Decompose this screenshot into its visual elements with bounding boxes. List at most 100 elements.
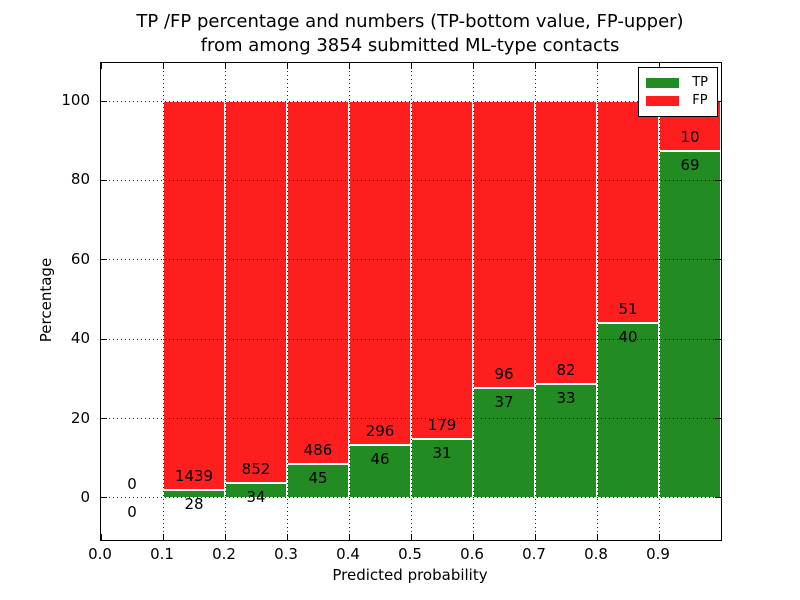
x-tick-mark: [534, 534, 536, 540]
chart-title-line2: from among 3854 submitted ML-type contac…: [200, 35, 620, 56]
x-tick-mark: [100, 534, 102, 540]
chart-title-line1: TP /FP percentage and numbers (TP-bottom…: [136, 11, 684, 32]
y-tick-mark-right: [715, 338, 721, 340]
x-tick-mark: [224, 534, 226, 540]
y-tick-label: 40: [70, 329, 90, 348]
x-tick-label: 0.2: [212, 545, 236, 563]
tp-bar-segment: [659, 151, 721, 498]
tp-count-label: 34: [246, 487, 266, 506]
x-tick-mark-top: [286, 63, 288, 69]
x-gridline: [286, 63, 288, 540]
x-tick-mark: [658, 534, 660, 540]
plot-area: TP FP 0 0 1439 28 852 34 486 45 296 46 179 31 96 37 82…: [100, 62, 722, 541]
x-tick-label: 0.6: [460, 545, 484, 563]
x-tick-mark-top: [348, 63, 350, 69]
fp-count-label: 51: [618, 300, 638, 319]
tp-count-label: 46: [370, 449, 390, 468]
y-tick-label: 20: [70, 408, 90, 427]
x-tick-mark: [162, 534, 164, 540]
legend-item-tp: TP: [646, 75, 708, 91]
x-tick-label: 0.1: [150, 545, 174, 563]
x-tick-mark: [286, 534, 288, 540]
y-tick-label: 100: [61, 91, 90, 110]
x-tick-mark: [596, 534, 598, 540]
y-tick-mark: [101, 100, 107, 102]
x-tick-mark-top: [100, 63, 102, 69]
fp-bar-segment: [473, 101, 535, 388]
tp-count-label: 31: [432, 444, 452, 463]
tp-count-label: 40: [618, 328, 638, 347]
x-tick-mark: [472, 534, 474, 540]
x-gridline: [534, 63, 536, 540]
fp-bar-segment: [287, 101, 349, 465]
x-tick-mark-top: [410, 63, 412, 69]
fp-count-label: 1439: [174, 467, 214, 486]
fp-count-label: 296: [365, 421, 395, 440]
y-tick-label: 60: [70, 249, 90, 268]
fp-bar-segment: [163, 101, 225, 491]
legend: TP FP: [638, 67, 718, 117]
y-tick-mark: [101, 338, 107, 340]
y-tick-label: 80: [70, 170, 90, 189]
fp-bar-segment: [225, 101, 287, 483]
legend-item-fp: FP: [646, 93, 708, 109]
y-tick-mark-right: [715, 100, 721, 102]
tp-count-label: 33: [556, 389, 576, 408]
x-tick-label: 0.3: [274, 545, 298, 563]
x-axis-label: Predicted probability: [332, 566, 488, 584]
tp-count-label: 28: [184, 495, 204, 514]
x-gridline: [348, 63, 350, 540]
tp-count-label: 0: [127, 502, 137, 521]
x-tick-label: 0.7: [522, 545, 546, 563]
y-tick-mark-right: [715, 259, 721, 261]
x-tick-mark-top: [534, 63, 536, 69]
tp-bar-segment: [535, 384, 597, 498]
tp-bar-segment: [597, 323, 659, 498]
x-tick-label: 0.8: [584, 545, 608, 563]
fp-count-label: 852: [241, 459, 271, 478]
y-tick-mark: [101, 259, 107, 261]
x-gridline: [410, 63, 412, 540]
x-tick-mark-top: [162, 63, 164, 69]
tp-legend-swatch: [646, 78, 680, 88]
y-tick-mark: [101, 418, 107, 420]
tp-bar-segment: [473, 387, 535, 498]
tp-count-label: 69: [680, 156, 700, 175]
x-tick-label: 0.5: [398, 545, 422, 563]
y-tick-mark: [101, 179, 107, 181]
x-tick-label: 0.9: [646, 545, 670, 563]
fp-bar-segment: [597, 101, 659, 324]
x-tick-mark: [410, 534, 412, 540]
x-tick-mark-top: [472, 63, 474, 69]
x-tick-label: 0.4: [336, 545, 360, 563]
tp-bar-segment: [411, 439, 473, 498]
fp-count-label: 179: [427, 416, 457, 435]
x-gridline: [224, 63, 226, 540]
fp-bar-segment: [349, 101, 411, 445]
y-tick-mark: [101, 497, 107, 499]
fp-bar-segment: [535, 101, 597, 385]
x-gridline: [162, 63, 164, 540]
legend-label-fp: FP: [692, 93, 708, 108]
fp-count-label: 82: [556, 361, 576, 380]
x-tick-mark-top: [596, 63, 598, 69]
x-tick-mark-top: [658, 63, 660, 69]
x-gridline: [472, 63, 474, 540]
fp-count-label: 486: [303, 441, 333, 460]
tp-count-label: 37: [494, 392, 514, 411]
x-tick-mark: [348, 534, 350, 540]
fp-legend-swatch: [646, 96, 680, 106]
legend-label-tp: TP: [692, 75, 708, 90]
x-gridline: [596, 63, 598, 540]
fp-bar-segment: [411, 101, 473, 440]
tp-count-label: 45: [308, 469, 328, 488]
x-tick-label: 0.0: [88, 545, 112, 563]
y-tick-mark-right: [715, 179, 721, 181]
x-gridline: [658, 63, 660, 540]
y-axis-label: Percentage: [37, 257, 55, 343]
y-tick-label: 0: [80, 487, 90, 506]
chart-title: TP /FP percentage and numbers (TP-bottom…: [100, 10, 720, 58]
y-tick-mark-right: [715, 497, 721, 499]
fp-count-label: 0: [127, 474, 137, 493]
fp-count-label: 96: [494, 364, 514, 383]
